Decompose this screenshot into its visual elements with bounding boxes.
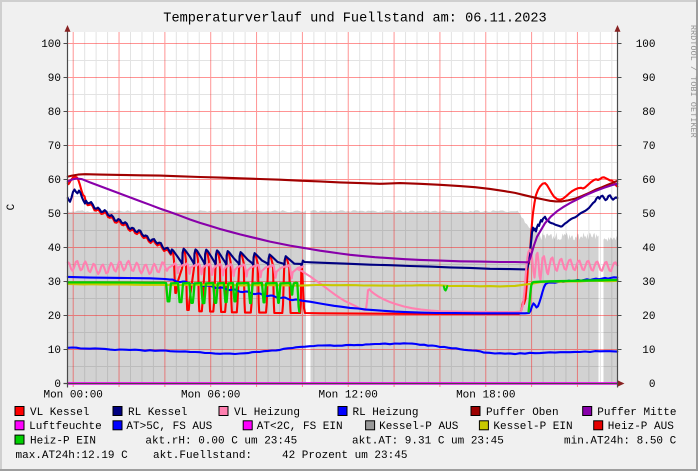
svg-text:80: 80 [48,107,61,119]
svg-text:70: 70 [48,141,61,153]
svg-text:60: 60 [642,175,655,187]
svg-text:RL Kessel: RL Kessel [128,407,187,419]
svg-text:C: C [6,203,18,210]
svg-text:Heiz-P AUS: Heiz-P AUS [608,421,674,433]
svg-text:VL Heizung: VL Heizung [234,407,300,419]
svg-text:akt.rH: 0.00 C um 23:45: akt.rH: 0.00 C um 23:45 [145,436,297,448]
svg-text:Puffer Mitte: Puffer Mitte [597,407,676,419]
svg-text:min.AT24h: 8.50 C: min.AT24h: 8.50 C [564,436,677,448]
svg-text:100: 100 [636,39,656,51]
svg-text:50: 50 [642,209,655,221]
svg-text:akt.AT: 9.31 C um 23:45: akt.AT: 9.31 C um 23:45 [352,436,504,448]
svg-text:50: 50 [48,209,61,221]
svg-text:Luftfeuchte: Luftfeuchte [29,421,102,433]
svg-text:akt.Fuellstand:: akt.Fuellstand: [153,450,252,462]
svg-text:Kessel-P AUS: Kessel-P AUS [379,421,459,433]
svg-text:RRDTOOL / TOBI OETIKER: RRDTOOL / TOBI OETIKER [688,25,698,138]
svg-text:20: 20 [642,311,655,323]
svg-text:100: 100 [41,39,61,51]
svg-text:0: 0 [649,379,656,391]
svg-text:AT>5C, FS AUS: AT>5C, FS AUS [126,421,212,433]
svg-text:30: 30 [48,277,61,289]
svg-text:20: 20 [48,311,61,323]
svg-text:RL Heizung: RL Heizung [353,407,419,419]
svg-text:42 Prozent um 23:45: 42 Prozent um 23:45 [282,450,407,462]
svg-text:10: 10 [48,345,61,357]
svg-text:AT<2C, FS EIN: AT<2C, FS EIN [257,421,343,433]
svg-text:Mon 06:00: Mon 06:00 [181,389,240,401]
svg-text:Mon 00:00: Mon 00:00 [43,389,102,401]
svg-text:70: 70 [642,141,655,153]
svg-text:30: 30 [642,277,655,289]
svg-text:80: 80 [642,107,655,119]
svg-text:Mon 18:00: Mon 18:00 [456,389,515,401]
svg-text:Heiz-P EIN: Heiz-P EIN [30,436,96,448]
svg-text:Temperaturverlauf und Fuellsta: Temperaturverlauf und Fuellstand am: 06.… [163,11,546,26]
svg-text:max.AT24h:12.19 C: max.AT24h:12.19 C [16,450,129,462]
svg-text:90: 90 [48,73,61,85]
svg-text:Puffer Oben: Puffer Oben [486,407,559,419]
svg-text:Mon 12:00: Mon 12:00 [318,389,377,401]
svg-text:10: 10 [642,345,655,357]
svg-text:40: 40 [48,243,61,255]
svg-text:40: 40 [642,243,655,255]
svg-text:60: 60 [48,175,61,187]
svg-text:Kessel-P EIN: Kessel-P EIN [493,421,572,433]
svg-text:0: 0 [54,379,61,391]
svg-text:90: 90 [642,73,655,85]
svg-text:VL Kessel: VL Kessel [30,407,89,419]
